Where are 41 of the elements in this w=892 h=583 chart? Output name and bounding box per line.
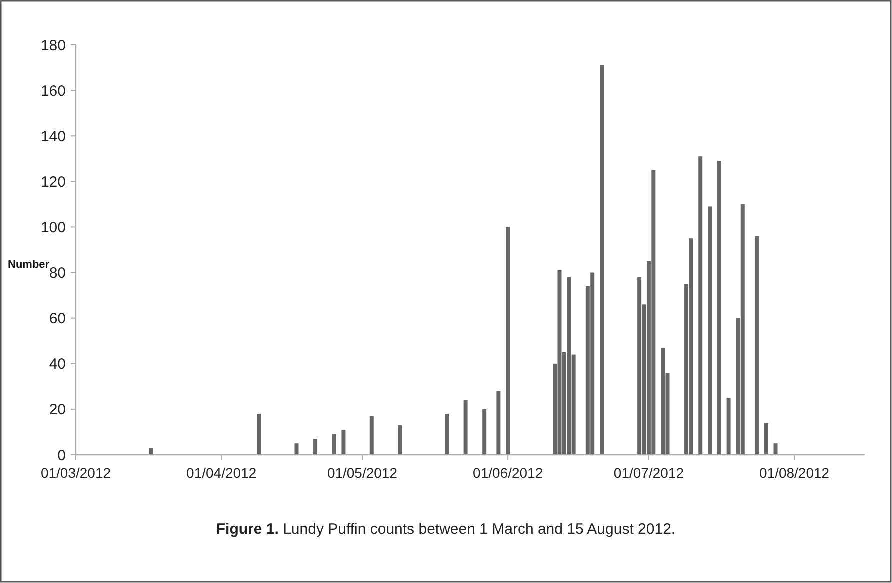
x-tick-label: 01/07/2012 (614, 465, 684, 481)
bar (314, 439, 318, 455)
bar (342, 430, 346, 455)
bar (726, 398, 731, 455)
x-tick-label: 01/03/2012 (40, 465, 112, 481)
y-tick-label: 100 (40, 219, 66, 236)
bar (496, 391, 501, 455)
bar (698, 156, 703, 455)
y-tick-label: 160 (40, 82, 66, 100)
y-tick-label: 0 (58, 447, 66, 464)
x-tick-label: 01/04/2012 (186, 465, 257, 481)
bar (754, 236, 759, 455)
bar (764, 423, 768, 455)
bar (661, 348, 666, 455)
y-tick-label: 180 (40, 37, 66, 54)
x-tick-label: 01/06/2012 (473, 465, 544, 481)
bar (149, 448, 154, 455)
y-tick-label: 120 (40, 174, 66, 191)
bar (482, 409, 487, 455)
bar (294, 444, 299, 455)
y-tick-label: 60 (49, 310, 66, 328)
bar (464, 400, 468, 455)
bar (445, 414, 450, 455)
bar (708, 206, 712, 455)
text: Lundy Puffin counts between 1 March and 15 August 2012. (278, 521, 676, 538)
y-tick-label: 140 (40, 128, 66, 146)
bar (600, 66, 604, 455)
bar (717, 161, 722, 455)
bar (257, 414, 262, 455)
text: Figure 1. (216, 521, 279, 538)
bar (332, 434, 336, 455)
y-tick-label: 80 (49, 265, 66, 282)
bar (774, 444, 778, 455)
bar (398, 425, 402, 455)
y-tick-label: 40 (49, 356, 66, 374)
bar (370, 416, 374, 455)
bar (506, 227, 510, 455)
y-axis-title: Number (8, 259, 50, 271)
x-tick-label: 01/05/2012 (327, 465, 398, 481)
x-tick-label: 01/08/2012 (760, 465, 830, 481)
y-tick-label: 20 (49, 402, 66, 419)
